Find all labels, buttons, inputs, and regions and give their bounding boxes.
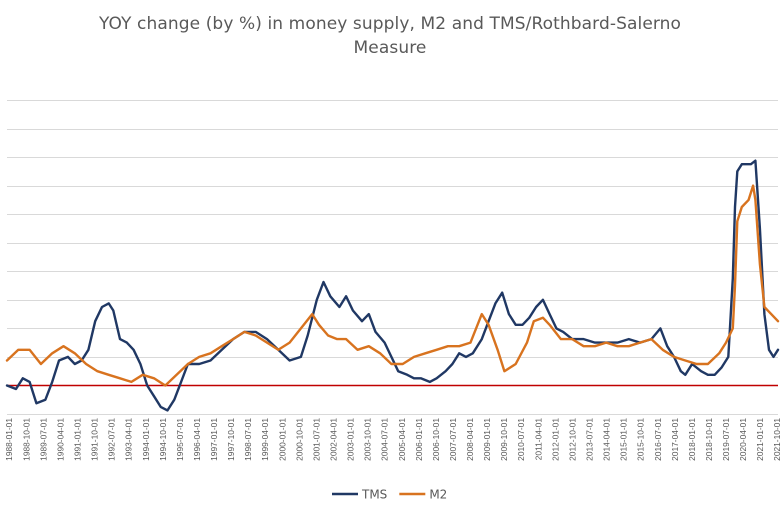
x-tick-label: 2018-01-01	[687, 418, 697, 461]
x-tick-label: 1994-01-01	[141, 418, 151, 461]
legend-label-m2: M2	[429, 488, 447, 502]
x-tick-label: 1989-07-01	[38, 418, 48, 461]
x-tick-label: 2007-07-01	[448, 418, 458, 461]
x-tick-label: 2000-01-01	[277, 418, 287, 461]
x-tick-label: 2000-10-01	[294, 418, 304, 461]
x-tick-label: 1988-01-01	[4, 418, 14, 461]
x-tick-label: 2019-07-01	[721, 418, 731, 461]
x-tick-label: 1991-01-01	[72, 418, 82, 461]
x-tick-label: 2011-04-01	[533, 418, 543, 461]
x-tick-label: 1991-10-01	[90, 418, 100, 461]
x-tick-label: 1993-04-01	[124, 418, 134, 461]
chart-title-line-2: Measure	[353, 38, 427, 58]
gridlines	[7, 100, 778, 415]
x-tick-label: 2020-04-01	[738, 418, 748, 461]
chart-title-line-1: YOY change (by %) in money supply, M2 an…	[98, 14, 682, 34]
x-tick-label: 1996-04-01	[192, 418, 202, 461]
x-axis-tick-labels: 1988-01-01 1988-10-01 1989-07-01 1990-04-01…	[4, 418, 780, 461]
x-tick-label: 2014-04-01	[602, 418, 612, 461]
x-tick-label: 2001-07-01	[311, 418, 321, 461]
x-tick-label: 2003-01-01	[346, 418, 356, 461]
x-tick-label: 2009-10-01	[499, 418, 509, 461]
x-tick-label: 2021-10-01	[772, 418, 780, 461]
series-line-m2	[5, 184, 780, 387]
chart-title: YOY change (by %) in money supply, M2 an…	[0, 12, 780, 60]
x-tick-label: 1990-04-01	[55, 418, 65, 461]
x-tick-label: 2003-10-01	[363, 418, 373, 461]
x-tick-label: 1995-07-01	[175, 418, 185, 461]
x-tick-label: 2021-01-01	[755, 418, 765, 461]
x-tick-label: 2015-10-01	[636, 418, 646, 461]
series-line-tms	[5, 159, 780, 412]
x-tick-label: 1999-04-01	[260, 418, 270, 461]
x-tick-label: 2006-10-01	[431, 418, 441, 461]
series-lines	[5, 159, 780, 412]
x-tick-label: 2012-01-01	[550, 418, 560, 461]
x-tick-label: 2016-07-01	[653, 418, 663, 461]
x-tick-label: 2015-01-01	[619, 418, 629, 461]
x-tick-label: 2010-07-01	[516, 418, 526, 461]
x-tick-label: 2006-01-01	[414, 418, 424, 461]
x-tick-label: 2009-01-01	[482, 418, 492, 461]
legend-label-tms: TMS	[361, 488, 387, 502]
x-tick-label: 2008-04-01	[465, 418, 475, 461]
x-tick-label: 1997-10-01	[226, 418, 236, 461]
x-tick-label: 1992-07-01	[107, 418, 117, 461]
legend: TMS M2	[332, 488, 447, 502]
x-tick-label: 2018-10-01	[704, 418, 714, 461]
x-tick-label: 2012-10-01	[567, 418, 577, 461]
x-tick-label: 1994-10-01	[158, 418, 168, 461]
x-tick-label: 2005-04-01	[397, 418, 407, 461]
x-tick-label: 2004-07-01	[380, 418, 390, 461]
x-tick-label: 1997-01-01	[209, 418, 219, 461]
x-tick-label: 2017-04-01	[670, 418, 680, 461]
x-tick-label: 2002-04-01	[328, 418, 338, 461]
x-tick-label: 1988-10-01	[21, 418, 31, 461]
x-tick-label: 1998-07-01	[243, 418, 253, 461]
x-tick-label: 2013-07-01	[584, 418, 594, 461]
